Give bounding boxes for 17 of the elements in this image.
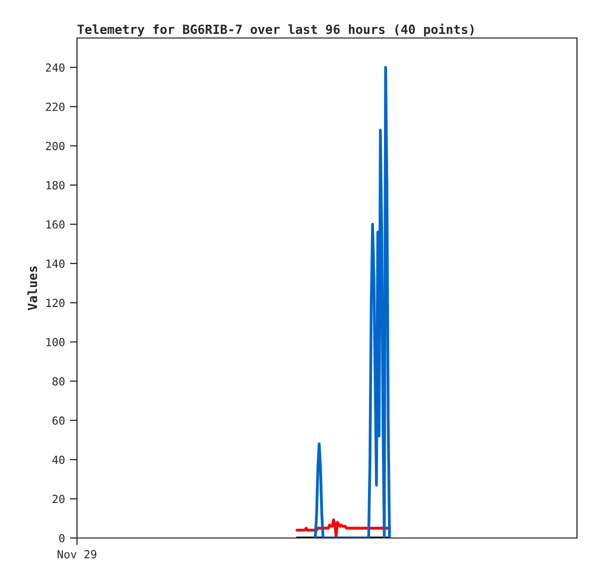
- y-tick-label: 180: [46, 181, 64, 190]
- line-series: [314, 66, 391, 538]
- y-tick-label: 140: [46, 259, 64, 268]
- chart-title: Telemetry for BG6RIB-7 over last 96 hours (40 points): [78, 24, 474, 36]
- y-tick-label: 0: [59, 534, 64, 542]
- y-tick-label: 80: [52, 377, 64, 386]
- y-tick-label: 120: [46, 298, 64, 308]
- x-tick-label: Nov 29: [58, 550, 96, 558]
- y-tick-label: 160: [46, 220, 64, 229]
- y-tick-label: 60: [52, 416, 64, 425]
- y-axis-title: Values: [27, 266, 38, 310]
- y-tick-label: 40: [52, 456, 64, 464]
- y-tick-label: 200: [46, 142, 64, 150]
- y-tick-label: 20: [52, 494, 64, 504]
- y-tick-label: 100: [46, 338, 64, 346]
- y-tick-label: 240: [46, 63, 64, 72]
- y-tick-label: 220: [46, 102, 64, 112]
